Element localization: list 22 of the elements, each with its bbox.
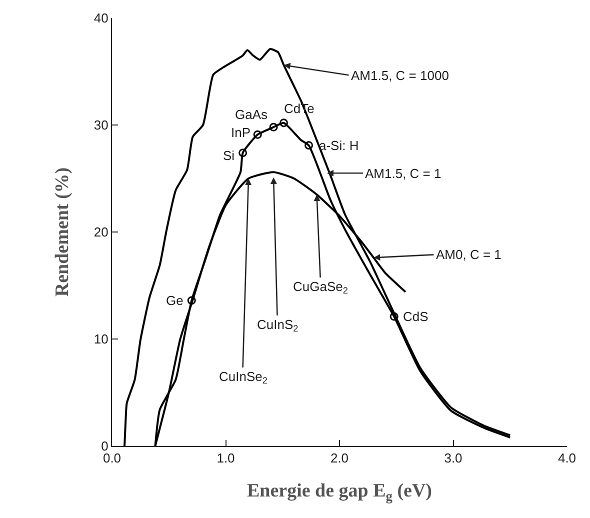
y-tick-label: 40 <box>94 10 108 26</box>
annotation: CuInS$_{2}$ <box>257 317 298 334</box>
y-tick-label: 30 <box>94 118 108 133</box>
annotation: AM1.5, C = 1000 <box>351 68 449 83</box>
x-tick-label: 3.0 <box>444 450 462 466</box>
y-axis-title: Rendement (%) <box>52 167 73 297</box>
annotation: Si <box>223 148 235 163</box>
annotation: AM1.5, C = 1 <box>365 166 442 181</box>
annotation: a-Si: H <box>319 138 359 153</box>
annotation: Ge <box>166 293 184 308</box>
y-tick-label: 20 <box>94 224 108 240</box>
y-tick-label: 10 <box>94 332 108 347</box>
x-axis-title: Energie de gap E$_{g}$ (eV) <box>246 480 432 504</box>
annotation: GaAs <box>235 107 268 122</box>
annotation: CuInSe$_{2}$ <box>219 369 268 386</box>
x-tick-label: 1.0 <box>216 450 235 466</box>
annotation: AM0, C = 1 <box>436 247 502 262</box>
annotation: CdS <box>403 309 429 324</box>
annotation: CuGaSe$_{2}$ <box>293 279 348 296</box>
x-tick-label: 2.0 <box>330 450 349 466</box>
x-tick-label: 4.0 <box>558 450 576 466</box>
annotation: InP <box>231 125 251 140</box>
